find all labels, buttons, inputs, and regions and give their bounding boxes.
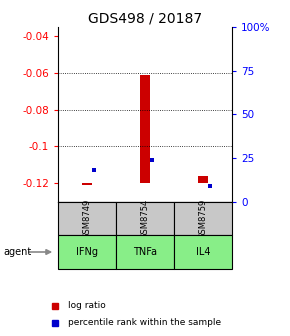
Text: percentile rank within the sample: percentile rank within the sample <box>68 318 222 327</box>
Bar <box>140 75 150 183</box>
Bar <box>174 235 232 269</box>
Text: IL4: IL4 <box>196 247 210 257</box>
Bar <box>198 176 208 183</box>
Text: TNFa: TNFa <box>133 247 157 257</box>
Text: GSM8759: GSM8759 <box>198 198 208 239</box>
Bar <box>58 235 116 269</box>
Bar <box>116 202 174 235</box>
Bar <box>174 202 232 235</box>
Text: IFNg: IFNg <box>76 247 98 257</box>
Text: GSM8754: GSM8754 <box>140 198 150 239</box>
Text: GSM8749: GSM8749 <box>82 198 92 239</box>
Text: agent: agent <box>3 247 31 257</box>
Bar <box>82 183 92 185</box>
Title: GDS498 / 20187: GDS498 / 20187 <box>88 12 202 26</box>
Bar <box>116 235 174 269</box>
Bar <box>58 202 116 235</box>
Text: log ratio: log ratio <box>68 301 106 310</box>
